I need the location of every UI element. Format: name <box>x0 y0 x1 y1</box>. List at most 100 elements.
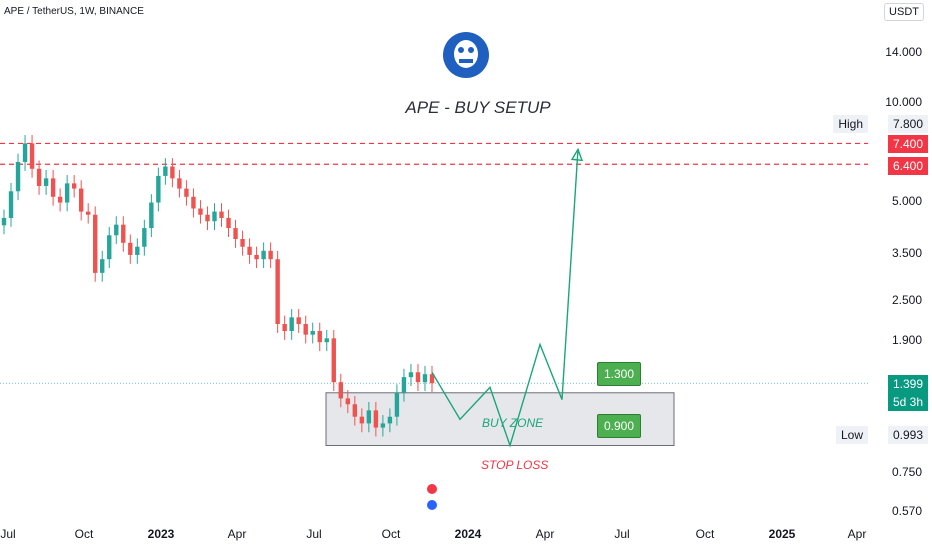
x-tick: Oct <box>381 527 401 541</box>
currency-unit[interactable]: USDT <box>884 3 924 21</box>
candle-body <box>240 238 245 247</box>
candle-body <box>275 259 280 325</box>
candle-body <box>93 214 98 273</box>
candle-body <box>198 208 203 215</box>
candle-body <box>233 228 238 239</box>
x-tick: Apr <box>847 527 867 541</box>
candle-body <box>408 372 414 378</box>
candle-body <box>156 175 161 203</box>
candle-body <box>212 211 217 222</box>
candle-body <box>121 224 126 243</box>
last-price-tag: 1.399 <box>887 375 928 393</box>
candles <box>1 135 435 437</box>
candle-body <box>422 374 428 383</box>
candle-body <box>219 211 224 218</box>
candle-body <box>142 228 147 247</box>
x-tick: 2023 <box>147 527 175 541</box>
candle-body <box>261 250 266 260</box>
candle-body <box>85 211 91 215</box>
candle-body <box>254 254 259 260</box>
candle-body <box>247 246 252 255</box>
candle-body <box>324 338 329 343</box>
candle-body <box>149 202 154 229</box>
stop-loss-label: STOP LOSS <box>481 458 549 472</box>
candle-body <box>415 372 421 383</box>
candle-body <box>429 374 435 384</box>
candle-body <box>22 143 28 163</box>
high-value: 7.800 <box>887 115 928 133</box>
resistance-levels <box>0 142 868 165</box>
x-tick: Oct <box>74 527 94 541</box>
candle-body <box>15 162 21 192</box>
x-tick: Jul <box>0 527 16 541</box>
candle-body <box>191 196 196 209</box>
candle-body <box>205 214 210 222</box>
x-tick: Oct <box>695 527 715 541</box>
symbol-label: APE / TetherUS, 1W, BINANCE <box>4 6 144 17</box>
candle-body <box>57 196 63 203</box>
candle-body <box>36 168 42 186</box>
low-value: 0.993 <box>887 426 928 444</box>
candle-body <box>29 143 35 169</box>
candle-body <box>387 416 393 424</box>
flag-icon[interactable] <box>427 500 437 510</box>
projection-path <box>431 149 579 448</box>
x-tick: 2024 <box>454 527 482 541</box>
candle-body <box>64 183 70 203</box>
candle-body <box>296 317 301 325</box>
candle-body <box>401 377 407 393</box>
price-axis[interactable]: USDT 14.000 10.000 7.800 5.000 3.500 2.5… <box>868 0 932 550</box>
candle-body <box>282 324 287 332</box>
high-label: High <box>833 115 868 133</box>
candle-body <box>50 178 56 197</box>
candle-body <box>331 338 336 383</box>
candle-body <box>107 235 112 260</box>
candle-body <box>43 178 49 186</box>
candle-body <box>71 183 77 189</box>
candle-body <box>373 410 379 428</box>
candle-body <box>163 166 168 176</box>
candle-body <box>177 178 182 189</box>
candle-body <box>345 398 351 405</box>
x-tick: Jul <box>614 527 630 541</box>
callout-1300: 1.300 <box>597 362 642 386</box>
ape-logo <box>443 32 489 78</box>
candle-body <box>1 217 7 226</box>
candle-body <box>394 392 400 417</box>
candle-body <box>317 331 322 343</box>
candle-body <box>226 217 231 229</box>
x-tick: 2025 <box>768 527 796 541</box>
callout-0900: 0.900 <box>597 414 642 438</box>
candle-body <box>289 317 294 332</box>
level-tag-6400: 6.400 <box>887 157 928 175</box>
x-tick: Apr <box>227 527 247 541</box>
y-tick: 5.000 <box>891 194 922 208</box>
candle-body <box>268 250 273 260</box>
dividend-icon[interactable] <box>427 484 437 494</box>
candle-body <box>380 423 386 428</box>
chart-title: APE - BUY SETUP <box>405 98 551 117</box>
event-icons <box>427 484 437 510</box>
y-tick: 1.900 <box>891 333 922 347</box>
candle-body <box>310 331 315 335</box>
countdown-tag: 5d 3h <box>887 393 928 411</box>
buy-zone-label: BUY ZONE <box>482 416 544 430</box>
x-tick: Apr <box>535 527 555 541</box>
y-tick: 0.570 <box>891 504 922 518</box>
candle-body <box>100 259 105 273</box>
candle-body <box>135 246 140 255</box>
y-tick: 10.000 <box>885 95 922 109</box>
candle-body <box>128 242 133 255</box>
candle-body <box>359 416 365 424</box>
candle-body <box>366 410 372 424</box>
y-tick: 14.000 <box>885 45 922 59</box>
y-tick: 2.500 <box>891 293 922 307</box>
candle-body <box>352 404 358 417</box>
ape-face-icon <box>454 40 478 68</box>
candle-body <box>78 188 84 212</box>
level-tag-7400: 7.400 <box>887 135 928 153</box>
y-tick: 3.500 <box>891 246 922 260</box>
candle-body <box>114 224 119 236</box>
y-tick: 0.750 <box>891 465 922 479</box>
